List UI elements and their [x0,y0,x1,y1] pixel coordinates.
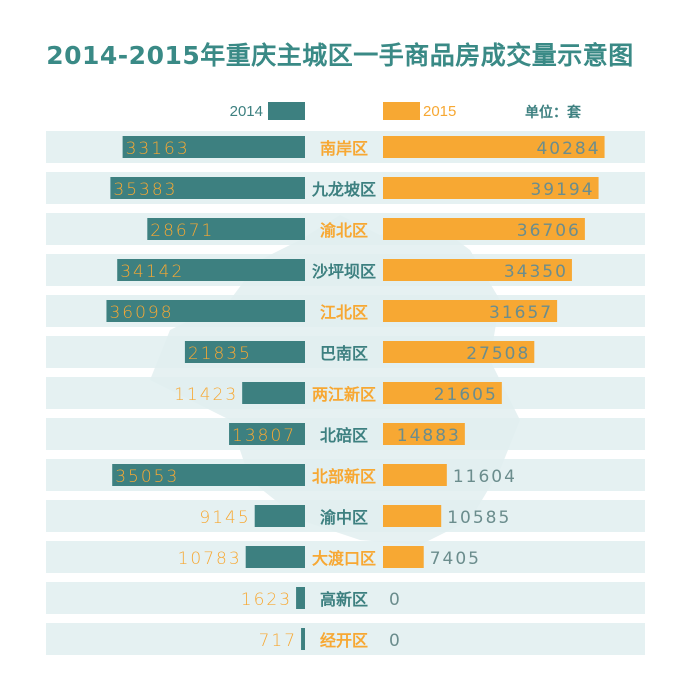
bar-2014 [245,546,305,568]
value-label-2015: 10585 [447,508,511,528]
value-label-2015: 7405 [430,549,481,569]
bar-2014 [229,423,305,445]
row-stripe [46,377,645,409]
value-label-2015: 40284 [536,139,600,159]
category-label: 大渡口区 [312,549,376,568]
value-label-2015: 34350 [504,262,568,282]
bar-2015 [383,259,572,281]
category-label: 北部新区 [312,467,376,486]
bar-2014 [106,300,305,322]
value-label-2014: 34142 [120,262,184,282]
category-label: 北碚区 [320,426,368,445]
value-label-2014: 1623 [241,590,292,610]
value-label-2015: 36706 [517,221,581,241]
bar-2014 [110,177,306,199]
category-label: 渝北区 [320,221,368,240]
legend-label-2015: 2015 [423,103,456,120]
category-label: 高新区 [320,590,368,609]
legend-label-2014: 2014 [230,103,263,120]
bar-2014 [112,464,306,486]
value-label-2015: 11604 [453,467,517,487]
category-label: 江北区 [320,303,368,322]
value-label-2015: 21605 [434,385,498,405]
row-stripe [46,582,645,614]
category-label: 两江新区 [312,385,376,404]
bar-2014 [242,382,305,404]
bar-2014 [147,218,305,240]
category-label: 沙坪坝区 [312,262,376,281]
row-stripe [46,418,645,450]
bar-2015 [383,136,605,158]
legend-swatch-2014 [268,102,305,120]
value-label-2014: 10783 [178,549,242,569]
bar-2014 [301,628,305,650]
bar-2015 [383,341,535,363]
bar-2015 [383,464,447,486]
chart-title: 2014-2015年重庆主城区一手商品房成交量示意图 [46,41,634,70]
value-label-2014: 21835 [188,344,252,364]
row-stripe [46,500,645,532]
row-stripe [46,541,645,573]
value-label-2015: 39194 [530,180,594,200]
row-stripe [46,623,645,655]
value-label-2014: 9145 [199,508,250,528]
value-label-2015: 0 [389,590,402,610]
category-label: 九龙坡区 [311,180,376,199]
unit-label: 单位：套 [525,104,581,121]
value-label-2014: 11423 [174,385,238,405]
value-label-2015: 27508 [466,344,530,364]
value-label-2014: 35383 [113,180,177,200]
bar-2014 [117,259,306,281]
bar-2015 [383,177,599,199]
category-label: 南岸区 [320,139,368,158]
bar-2015 [383,505,442,527]
legend-swatch-2015 [383,102,420,120]
bar-2015 [383,546,424,568]
bar-2015 [383,423,465,445]
category-label: 经开区 [320,631,368,650]
value-label-2014: 33163 [126,139,190,159]
bar-2014 [122,136,305,158]
category-label: 渝中区 [320,508,368,527]
value-label-2015: 31657 [489,303,553,323]
bar-2015 [383,218,585,240]
value-label-2014: 717 [259,631,297,651]
bar-2015 [383,382,502,404]
value-label-2014: 35053 [115,467,179,487]
value-label-2014: 13807 [232,426,296,446]
bar-2014 [254,505,305,527]
bar-2014 [296,587,305,609]
row-stripe [46,336,645,368]
value-label-2015: 14883 [397,426,461,446]
value-label-2014: 36098 [109,303,173,323]
bar-2015 [383,300,558,322]
value-label-2015: 0 [389,631,402,651]
category-label: 巴南区 [320,344,368,363]
bar-2014 [184,341,305,363]
value-label-2014: 28671 [150,221,214,241]
